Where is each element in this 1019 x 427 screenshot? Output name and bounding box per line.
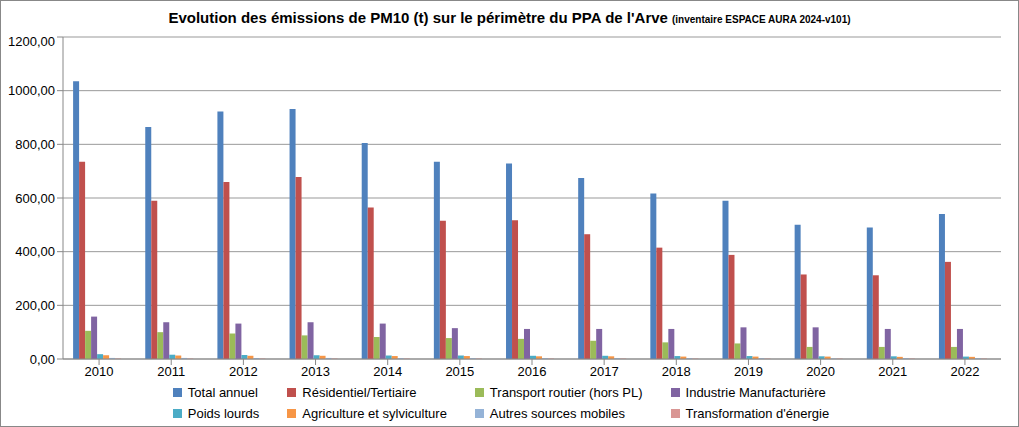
svg-text:2019: 2019: [734, 364, 763, 379]
svg-text:2018: 2018: [662, 364, 691, 379]
svg-text:2010: 2010: [85, 364, 114, 379]
svg-text:1000,00: 1000,00: [8, 83, 55, 98]
svg-text:200,00: 200,00: [15, 298, 55, 313]
html-text:Industrie Manufacturière: Industrie Manufacturière: [685, 385, 826, 400]
svg-text:2021: 2021: [878, 364, 907, 379]
html-text:Poids lourds: Poids lourds: [187, 406, 260, 421]
svg-text:2017: 2017: [590, 364, 619, 379]
html-text:Agriculture et sylviculture: Agriculture et sylviculture: [302, 406, 447, 421]
svg-text:2015: 2015: [445, 364, 474, 379]
html-text:Transformation d'énergie: Transformation d'énergie: [685, 406, 830, 421]
svg-text:2020: 2020: [806, 364, 835, 379]
html-text:Transport routier (hors PL): Transport routier (hors PL): [489, 385, 643, 400]
svg-text:2016: 2016: [518, 364, 547, 379]
svg-text:600,00: 600,00: [15, 191, 55, 206]
svg-text:2022: 2022: [950, 364, 979, 379]
svg-text:2014: 2014: [373, 364, 402, 379]
svg-text:2013: 2013: [301, 364, 330, 379]
html-text:Evolution des émissions de PM1: Evolution des émissions de PM10 (t) sur …: [168, 9, 851, 26]
html-text:Résidentiel/Tertiaire: Résidentiel/Tertiaire: [302, 385, 417, 400]
svg-text:0,00: 0,00: [30, 352, 55, 367]
html-text:Total annuel: Total annuel: [187, 385, 258, 400]
svg-text:400,00: 400,00: [15, 244, 55, 259]
svg-text:1200,00: 1200,00: [8, 34, 55, 49]
html-text:Autres sources mobiles: Autres sources mobiles: [489, 406, 625, 421]
svg-text:2012: 2012: [229, 364, 258, 379]
svg-text:2011: 2011: [157, 364, 185, 379]
svg-text:800,00: 800,00: [15, 137, 55, 152]
